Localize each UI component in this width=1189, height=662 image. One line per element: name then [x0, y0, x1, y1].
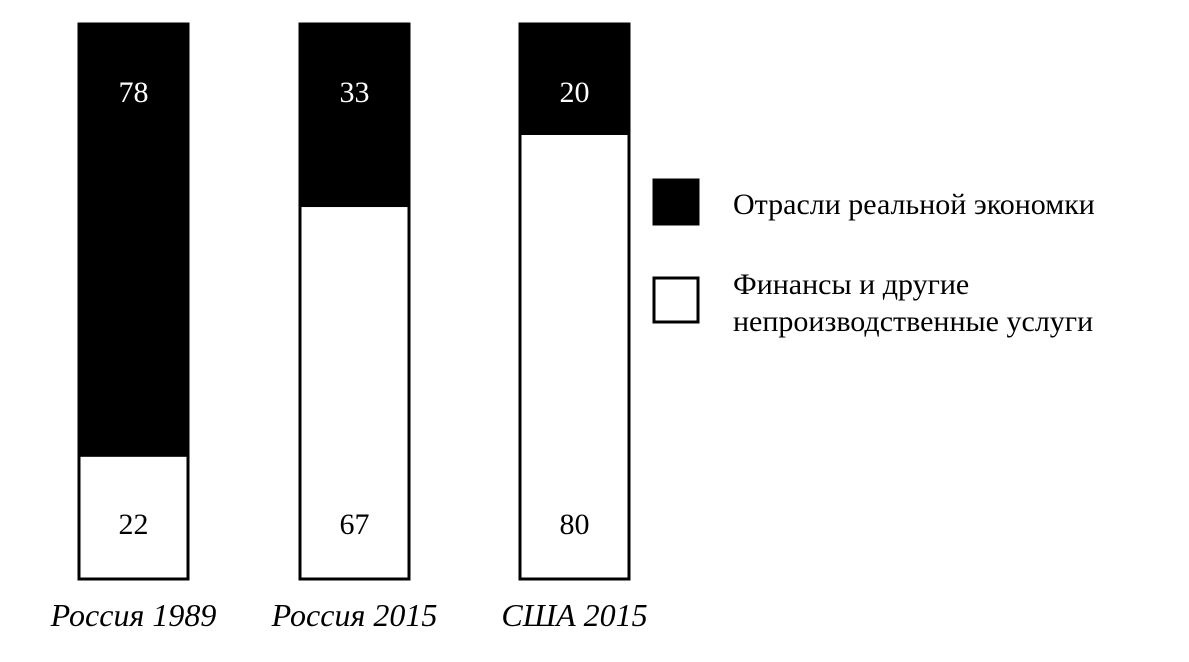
legend-label-0-line-0: Отрасли реальной экономки — [733, 188, 1095, 221]
legend-swatch-1 — [652, 276, 700, 324]
value-label-bottom-1: 67 — [340, 508, 370, 541]
category-label-1: Россия 2015 — [271, 597, 438, 633]
category-label-0: Россия 1989 — [50, 597, 217, 633]
value-label-bottom-0: 22 — [119, 508, 149, 541]
legend-label-1-line-0: Финансы и другие — [733, 268, 969, 301]
category-label-2: США 2015 — [501, 597, 647, 633]
bar-segment-top-1 — [300, 24, 409, 208]
legend-swatch-0 — [652, 178, 700, 226]
value-labels-group: 78 22 33 67 20 80 — [119, 76, 590, 541]
value-label-bottom-2: 80 — [560, 508, 590, 541]
bar-segment-bottom-2 — [521, 135, 628, 578]
legend-label-1-line-1: непроизводственные услуги — [733, 305, 1093, 338]
bar-segment-bottom-1 — [301, 207, 408, 578]
legend: Отрасли реальной экономки Финансы и други… — [652, 178, 1095, 338]
value-label-top-1: 33 — [340, 76, 370, 109]
bar-segment-bottom-0 — [80, 456, 187, 578]
value-label-top-0: 78 — [119, 76, 149, 109]
bars-group — [77, 22, 631, 581]
bar-segment-top-0 — [79, 24, 188, 457]
bar-segment-top-2 — [520, 24, 629, 135]
category-labels-group: Россия 1989 Россия 2015 США 2015 — [50, 597, 648, 633]
value-label-top-2: 20 — [560, 76, 590, 109]
